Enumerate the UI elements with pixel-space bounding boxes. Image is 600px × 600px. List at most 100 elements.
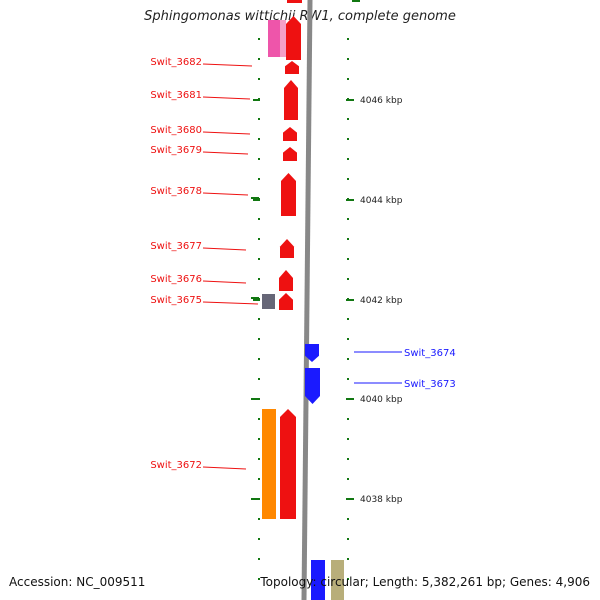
minor-tick: [258, 318, 260, 320]
major-tick: [253, 299, 260, 301]
gene-arrow: [305, 344, 319, 362]
major-tick: [251, 297, 259, 299]
minor-tick: [347, 58, 349, 60]
gene-arrow: [286, 16, 301, 60]
kbp-label: 4040 kbp: [360, 395, 403, 405]
minor-tick: [347, 358, 349, 360]
minor-tick: [258, 438, 260, 440]
minor-tick: [258, 358, 260, 360]
minor-tick: [347, 258, 349, 260]
gene-arrow: [280, 409, 296, 519]
major-tick: [251, 398, 259, 400]
minor-tick: [347, 218, 349, 220]
feature-block: [262, 409, 276, 519]
leader-line: [202, 466, 247, 470]
minor-tick: [347, 518, 349, 520]
minor-tick: [347, 438, 349, 440]
minor-tick: [347, 418, 349, 420]
gene-label: Swit_3678: [150, 186, 202, 197]
major-tick: [346, 498, 354, 500]
gene-arrow: [285, 61, 299, 74]
minor-tick: [258, 78, 260, 80]
leader-line: [202, 192, 249, 196]
genome-stats-text: Topology: circular; Length: 5,382,261 bp…: [260, 575, 590, 589]
gene-label: Swit_3675: [150, 295, 202, 306]
minor-tick: [258, 478, 260, 480]
gene-label: Swit_3676: [150, 274, 202, 285]
minor-tick: [347, 378, 349, 380]
leader-line: [202, 63, 253, 67]
leader-line: [202, 301, 259, 305]
leader-line: [202, 247, 247, 251]
gene-arrow: [283, 127, 297, 141]
minor-tick: [347, 478, 349, 480]
minor-tick: [258, 238, 260, 240]
minor-tick: [258, 138, 260, 140]
gene-label: Swit_3681: [150, 90, 202, 101]
minor-tick: [347, 458, 349, 460]
leader-line: [202, 96, 251, 100]
minor-tick: [347, 578, 349, 580]
genome-title: Sphingomonas wittichii RW1, complete gen…: [144, 9, 456, 24]
minor-tick: [258, 518, 260, 520]
gene-label: Swit_3679: [150, 145, 202, 156]
kbp-label: 4044 kbp: [360, 196, 403, 206]
major-tick: [253, 99, 260, 101]
minor-tick: [347, 38, 349, 40]
minor-tick: [347, 118, 349, 120]
feature-track: [262, 0, 302, 519]
minor-tick: [258, 578, 260, 580]
minor-tick: [258, 158, 260, 160]
minor-tick: [258, 418, 260, 420]
minor-tick: [258, 338, 260, 340]
gene-arrow: [280, 239, 294, 258]
minor-tick: [347, 338, 349, 340]
gene-arrow: [279, 293, 293, 310]
major-tick: [253, 199, 260, 201]
minor-tick: [347, 158, 349, 160]
minor-tick: [347, 138, 349, 140]
major-tick: [346, 99, 354, 101]
gene-label: Swit_3682: [150, 57, 202, 68]
minor-tick: [258, 538, 260, 540]
feature-block: [280, 20, 286, 57]
feature-block: [268, 20, 281, 57]
gene-labels: Swit_3682 Swit_3681 Swit_3680 Swit_3679 Swit…: [150, 57, 455, 471]
genome-backbone: [301, 0, 313, 600]
minor-tick: [258, 258, 260, 260]
minor-tick: [258, 218, 260, 220]
minor-tick: [258, 58, 260, 60]
forward-feature-track: [305, 344, 344, 600]
gene-arrow: [287, 0, 302, 3]
major-tick: [346, 299, 354, 301]
major-tick: [346, 199, 354, 201]
minor-tick: [347, 538, 349, 540]
kbp-label: 4038 kbp: [360, 495, 403, 505]
minor-tick: [258, 378, 260, 380]
leader-line: [202, 151, 249, 155]
accession-text: Accession: NC_009511: [9, 575, 146, 589]
minor-tick: [347, 78, 349, 80]
kbp-label: 4042 kbp: [360, 296, 403, 306]
gene-arrow: [305, 368, 320, 404]
gene-label: Swit_3673: [404, 379, 456, 390]
gene-arrow: [311, 560, 325, 600]
gene-label: Swit_3677: [150, 241, 202, 252]
gene-arrow: [279, 270, 293, 291]
major-ticks: [251, 0, 360, 500]
gene-arrow: [284, 80, 298, 120]
major-tick: [251, 197, 259, 199]
major-tick: [251, 498, 259, 500]
leader-line: [202, 280, 247, 284]
major-tick: [346, 398, 354, 400]
minor-tick: [347, 278, 349, 280]
leader-line: [202, 131, 251, 135]
minor-tick: [258, 558, 260, 560]
minor-tick: [258, 118, 260, 120]
gene-label: Swit_3674: [404, 348, 456, 359]
minor-tick: [347, 178, 349, 180]
minor-tick: [258, 458, 260, 460]
minor-tick: [347, 318, 349, 320]
